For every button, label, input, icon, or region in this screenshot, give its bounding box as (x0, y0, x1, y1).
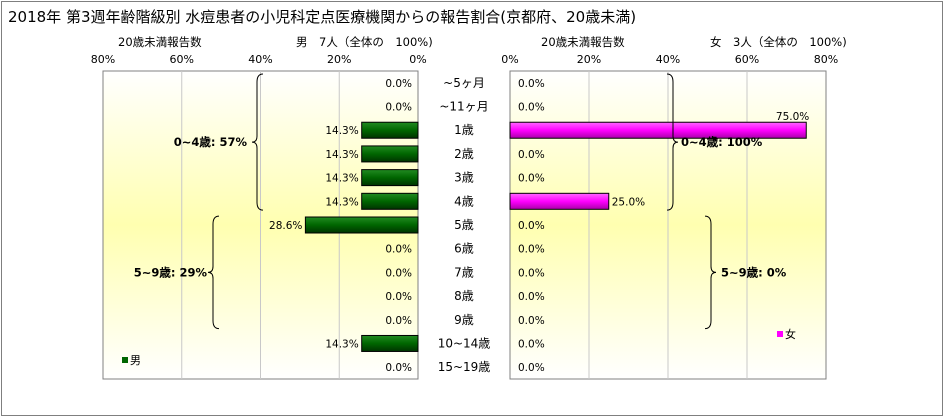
right-tick-label: 0% (501, 53, 518, 66)
female-value-label: 0.0% (518, 362, 545, 374)
legend-male-swatch (122, 357, 128, 363)
category-label: 4歳 (454, 194, 474, 208)
female-group-label-0-4: 0~4歳: 100% (681, 135, 763, 149)
male-value-label: 0.0% (385, 291, 412, 303)
male-bar (361, 334, 419, 352)
category-label: 9歳 (454, 313, 474, 327)
male-value-label: 0.0% (385, 315, 412, 327)
male-bar (361, 145, 419, 163)
male-value-label: 14.3% (325, 196, 358, 208)
left-subtitle-male: 男 7人（全体の 100%) (296, 35, 433, 49)
category-label: 3歳 (454, 171, 474, 185)
right-tick-label: 20% (577, 53, 601, 66)
female-value-label: 0.0% (518, 149, 545, 161)
female-value-label: 25.0% (612, 196, 645, 208)
legend-female-label: 女 (785, 327, 796, 341)
category-label: 10~14歳 (438, 336, 491, 350)
left-tick-label: 40% (248, 53, 272, 66)
male-value-label: 14.3% (325, 125, 358, 137)
male-bar (361, 169, 419, 187)
chart-title: 2018年 第3週年齢階級別 水痘患者の小児科定点医療機関からの報告割合(京都府… (8, 8, 636, 26)
male-value-label: 0.0% (385, 244, 412, 256)
female-value-label: 0.0% (518, 338, 545, 350)
female-value-label: 0.0% (518, 173, 545, 185)
left-subtitle-count: 20歳未満報告数 (118, 35, 202, 49)
category-label: ~5ヶ月 (443, 76, 485, 90)
male-bar (361, 192, 419, 210)
category-label: 8歳 (454, 289, 474, 303)
female-value-label: 0.0% (518, 267, 545, 279)
right-subtitle-female: 女 3人（全体の 100%) (710, 35, 847, 49)
female-value-label: 0.0% (518, 244, 545, 256)
male-value-label: 14.3% (325, 149, 358, 161)
female-bracket-0-4 (666, 73, 679, 211)
male-value-label: 28.6% (269, 220, 302, 232)
female-value-label: 0.0% (518, 220, 545, 232)
male-value-label: 0.0% (385, 362, 412, 374)
left-tick-label: 60% (170, 53, 194, 66)
category-label: ~11ヶ月 (439, 100, 488, 114)
right-tick-label: 60% (735, 53, 759, 66)
left-tick-label: 0% (409, 53, 426, 66)
category-label: 7歳 (454, 265, 474, 279)
right-tick-label: 40% (656, 53, 680, 66)
category-label: 1歳 (454, 123, 474, 137)
left-tick-label: 20% (327, 53, 351, 66)
female-group-label-5-9: 5~9歳: 0% (721, 265, 787, 279)
female-value-label: 75.0% (776, 111, 809, 123)
male-value-label: 14.3% (325, 338, 358, 350)
female-value-label: 0.0% (518, 102, 545, 114)
male-bracket-5-9 (207, 215, 220, 330)
male-value-label: 0.0% (385, 78, 412, 90)
male-value-label: 0.0% (385, 102, 412, 114)
left-tick-label: 80% (91, 53, 115, 66)
female-value-label: 0.0% (518, 315, 545, 327)
male-bar (304, 216, 419, 234)
male-group-label-0-4: 0~4歳: 57% (174, 135, 248, 149)
male-value-label: 0.0% (385, 267, 412, 279)
category-label: 5歳 (454, 218, 474, 232)
female-value-label: 0.0% (518, 78, 545, 90)
right-tick-label: 80% (814, 53, 838, 66)
male-value-label: 14.3% (325, 173, 358, 185)
legend-female-swatch (777, 331, 783, 337)
right-subtitle-count: 20歳未満報告数 (541, 35, 625, 49)
category-label: 6歳 (454, 242, 474, 256)
female-bracket-5-9 (704, 215, 717, 330)
female-bar (509, 192, 610, 210)
legend-male-label: 男 (130, 354, 141, 367)
female-bar (509, 121, 807, 139)
male-bar (361, 121, 419, 139)
female-value-label: 0.0% (518, 291, 545, 303)
category-label: 15~19歳 (438, 360, 491, 374)
male-group-label-5-9: 5~9歳: 29% (134, 265, 208, 279)
male-bracket-0-4 (251, 73, 264, 211)
category-label: 2歳 (454, 147, 474, 161)
